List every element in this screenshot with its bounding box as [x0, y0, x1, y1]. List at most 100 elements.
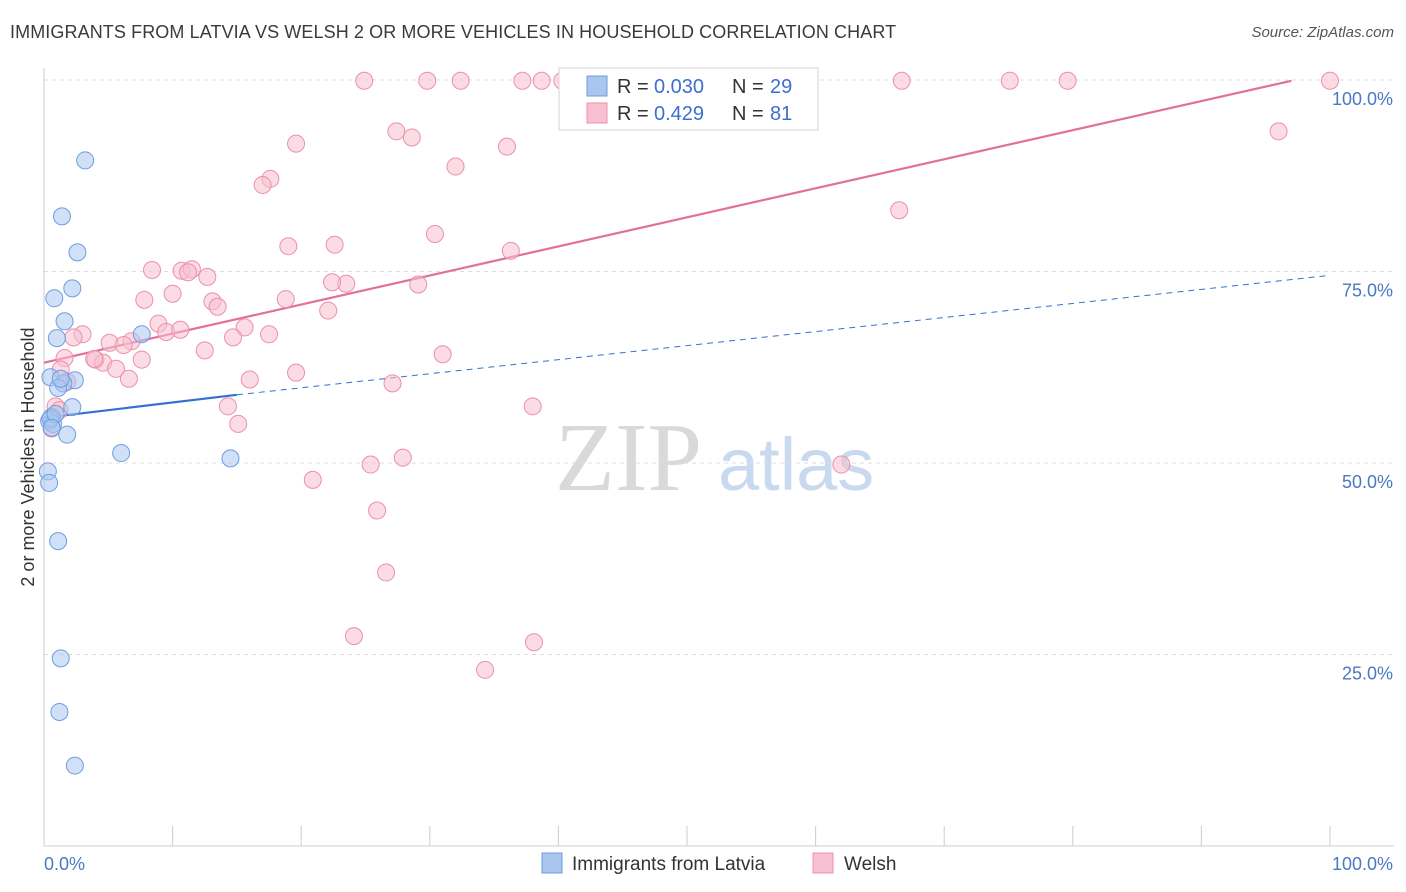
- welsh-point-30: [179, 263, 198, 282]
- welsh-point-14: [387, 122, 406, 141]
- legend-label-welsh: Welsh: [844, 854, 896, 875]
- y-tick-label-0: 25.0%: [1342, 664, 1393, 684]
- legend-swatch-latvia: [541, 852, 563, 874]
- welsh-point-15: [402, 128, 421, 147]
- welsh-point-33: [409, 275, 428, 294]
- stats-r-label-latvia: R =: [617, 76, 649, 98]
- welsh-point-73: [832, 455, 851, 474]
- axes: [43, 68, 1394, 847]
- welsh-point-31: [198, 267, 217, 286]
- welsh-point-38: [208, 297, 227, 316]
- welsh-point-3: [513, 71, 532, 90]
- series-legend: Immigrants from Latvia Welsh: [541, 852, 896, 875]
- stats-swatch-latvia: [586, 75, 608, 97]
- source-label: Source: ZipAtlas.com: [1251, 24, 1394, 41]
- welsh-point-1: [418, 71, 437, 90]
- welsh-point-40: [319, 301, 338, 320]
- latvia-point-27: [51, 369, 70, 388]
- latvia-point-2: [68, 243, 87, 262]
- stats-swatch-welsh: [586, 102, 608, 124]
- welsh-point-12: [1058, 71, 1077, 90]
- y-tick-label-1: 50.0%: [1342, 472, 1393, 492]
- latvia-point-5: [55, 312, 74, 331]
- welsh-point-47: [260, 325, 279, 344]
- welsh-point-44: [235, 318, 254, 337]
- welsh-point-78: [524, 633, 543, 652]
- legend-swatch-welsh: [812, 852, 834, 874]
- welsh-point-21: [253, 175, 272, 194]
- welsh-point-13: [1321, 71, 1339, 90]
- stats-n-value-latvia: 29: [770, 76, 792, 98]
- welsh-point-52: [195, 341, 214, 360]
- x-axis-ticks: [43, 826, 1331, 846]
- welsh-point-72: [361, 455, 380, 474]
- latvia-point-18: [221, 449, 240, 468]
- y-tick-label-2: 75.0%: [1342, 281, 1393, 301]
- y-axis-tick-labels: 25.0% 50.0% 75.0% 100.0%: [1332, 89, 1393, 684]
- welsh-point-39: [276, 290, 295, 309]
- x-tick-label-0: 0.0%: [44, 854, 85, 874]
- welsh-point-26: [501, 241, 520, 260]
- welsh-point-51: [114, 336, 133, 355]
- latvia-point-3: [63, 279, 82, 298]
- trend-lines: [43, 79, 1331, 419]
- welsh-point-75: [368, 501, 387, 520]
- welsh-point-74: [303, 470, 322, 489]
- latvia-point-7: [47, 329, 66, 348]
- latvia-point-12: [63, 398, 82, 417]
- welsh-point-18: [1269, 122, 1288, 141]
- chart-title: IMMIGRANTS FROM LATVIA VS WELSH 2 OR MOR…: [10, 22, 897, 42]
- y-tick-label-3: 100.0%: [1332, 89, 1393, 109]
- welsh-point-27: [143, 260, 162, 279]
- welsh-point-0: [355, 71, 374, 90]
- welsh-point-17: [497, 137, 516, 156]
- latvia-point-23: [50, 702, 69, 721]
- stats-r-value-welsh: 0.429: [654, 103, 704, 125]
- welsh-point-61: [287, 363, 306, 382]
- y-axis-label: 2 or more Vehicles in Household: [18, 327, 38, 586]
- welsh-point-11: [1000, 71, 1019, 90]
- stats-r-label-welsh: R =: [617, 103, 649, 125]
- welsh-point-35: [163, 284, 182, 303]
- welsh-point-24: [325, 235, 344, 254]
- stats-n-label-latvia: N =: [732, 76, 764, 98]
- welsh-point-71: [393, 448, 412, 467]
- welsh-point-64: [383, 374, 402, 393]
- welsh-point-67: [523, 397, 542, 416]
- latvia-points: [38, 151, 240, 775]
- welsh-point-34: [323, 273, 342, 292]
- welsh-point-23: [425, 224, 444, 243]
- watermark-zip: ZIP: [555, 404, 702, 512]
- legend-label-latvia: Immigrants from Latvia: [572, 854, 766, 875]
- welsh-points: [42, 71, 1339, 679]
- welsh-point-46: [64, 328, 83, 347]
- welsh-point-58: [433, 345, 452, 364]
- welsh-point-79: [476, 660, 495, 679]
- welsh-point-76: [377, 563, 396, 582]
- welsh-point-57: [132, 350, 151, 369]
- welsh-point-25: [279, 237, 298, 256]
- stats-legend: R = 0.030 N = 29 R = 0.429 N = 81: [558, 67, 819, 131]
- gridlines: [44, 79, 1394, 655]
- welsh-point-22: [890, 201, 909, 220]
- latvia-point-17: [112, 444, 131, 463]
- latvia-point-24: [65, 756, 84, 775]
- welsh-point-4: [532, 71, 551, 90]
- latvia-point-21: [49, 532, 68, 551]
- watermark-atlas: atlas: [718, 423, 874, 506]
- latvia-point-20: [40, 473, 59, 492]
- stats-r-value-latvia: 0.030: [654, 76, 704, 98]
- latvia-point-6: [132, 325, 151, 344]
- latvia-trend-extension: [236, 274, 1331, 396]
- stats-n-label-welsh: N =: [732, 103, 764, 125]
- latvia-point-16: [58, 425, 77, 444]
- welsh-point-59: [107, 359, 126, 378]
- welsh-point-43: [171, 320, 190, 339]
- welsh-point-16: [287, 134, 306, 153]
- welsh-point-56: [85, 349, 104, 368]
- welsh-trend-line: [43, 79, 1292, 364]
- welsh-point-63: [240, 370, 259, 389]
- latvia-point-4: [45, 289, 64, 308]
- welsh-point-36: [135, 290, 154, 309]
